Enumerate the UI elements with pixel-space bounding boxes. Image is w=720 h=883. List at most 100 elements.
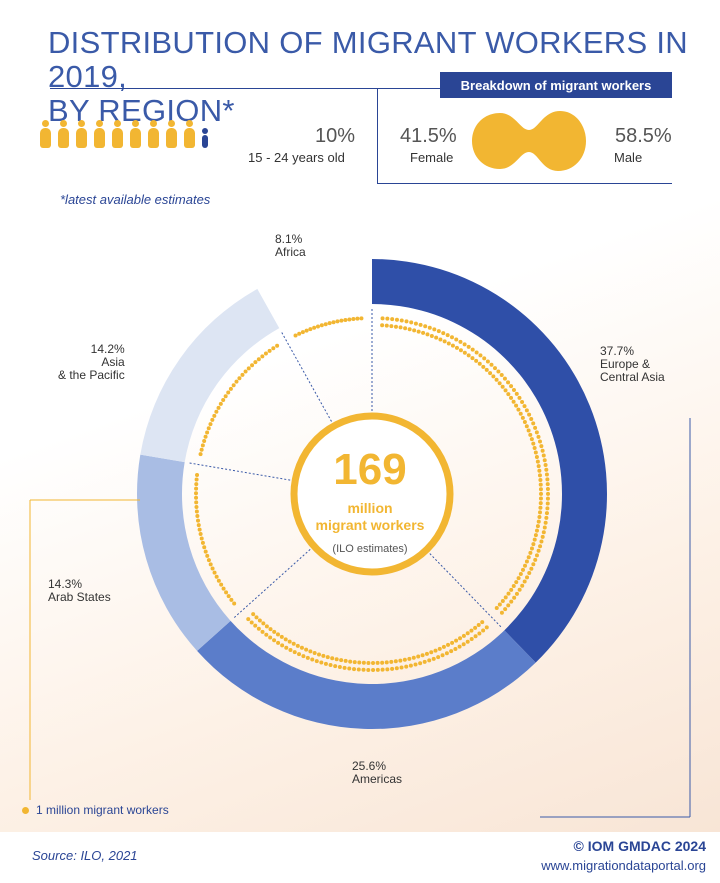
worker-dot (250, 363, 255, 368)
person-icon (94, 120, 105, 150)
worker-dot (538, 487, 543, 492)
worker-dot (437, 646, 442, 651)
worker-dot (529, 546, 534, 551)
worker-dot (371, 660, 376, 665)
worker-dot (449, 649, 454, 654)
worker-dot (347, 666, 352, 671)
worker-dot (196, 523, 201, 528)
worker-dot (531, 542, 536, 547)
person-icon (58, 120, 69, 150)
worker-dot (361, 667, 366, 672)
worker-dot (466, 353, 471, 358)
slice-label-line: Central Asia (600, 370, 665, 384)
worker-dot (522, 404, 527, 409)
worker-dot (527, 412, 532, 417)
slice-label: 8.1% Africa (275, 233, 306, 259)
worker-dot (517, 395, 522, 400)
worker-dot (293, 333, 298, 338)
worker-dot (347, 317, 352, 322)
slice-label-line: Asia (101, 355, 125, 369)
worker-dot (268, 627, 273, 632)
worker-dot (384, 660, 389, 665)
worker-dot (537, 473, 542, 478)
worker-dot (212, 413, 217, 418)
worker-dot (454, 638, 459, 643)
worker-dot (506, 603, 511, 608)
worker-dot (361, 660, 366, 665)
worker-dot (438, 337, 443, 342)
worker-dot (310, 657, 315, 662)
worker-dot (375, 660, 380, 665)
worker-dot (328, 663, 333, 668)
worker-dot (284, 645, 289, 650)
worker-dot (461, 633, 466, 638)
worker-dot (528, 432, 533, 437)
worker-dot (297, 652, 302, 657)
website-link[interactable]: www.migrationdataportal.org (541, 858, 706, 873)
worker-dot (231, 383, 236, 388)
worker-dot (540, 534, 545, 539)
worker-dot (359, 316, 364, 321)
worker-dot (323, 322, 328, 327)
worker-dot (356, 667, 361, 672)
slice-label-line: Americas (352, 772, 403, 786)
worker-dot (418, 661, 423, 666)
worker-dot (226, 390, 231, 395)
worker-dot (287, 639, 292, 644)
legend: 1 million migrant workers (22, 803, 169, 817)
worker-dot (441, 644, 446, 649)
worker-dot (544, 467, 549, 472)
worker-dot (536, 464, 541, 469)
slice-label-line: 14.2% (90, 342, 125, 356)
worker-dot (429, 650, 434, 655)
worker-dot (532, 537, 537, 542)
worker-dot (260, 354, 265, 359)
worker-dot (520, 415, 525, 420)
worker-dot (263, 351, 268, 356)
worker-dot (518, 572, 523, 577)
worker-dot (538, 501, 543, 506)
worker-dot (221, 586, 226, 591)
worker-dot (524, 559, 529, 564)
worker-dot (319, 323, 324, 328)
worker-dot (478, 353, 483, 358)
worker-dot (264, 632, 269, 637)
worker-dot (516, 576, 521, 581)
slice-divider (281, 332, 336, 429)
slice-label-line: 37.7% (600, 344, 635, 358)
worker-dot (526, 428, 531, 433)
worker-dot (534, 430, 539, 435)
worker-dot (509, 395, 514, 400)
worker-dot (339, 658, 344, 663)
worker-dot (503, 607, 508, 612)
worker-dot (509, 599, 514, 604)
worker-dot (246, 617, 251, 622)
worker-dot (514, 580, 519, 585)
worker-dot (295, 643, 300, 648)
center-note: (ILO estimates) (332, 543, 408, 555)
footer (0, 832, 720, 883)
female-percent: 41.5% (400, 125, 457, 147)
worker-dot (272, 638, 277, 643)
worker-dot (499, 610, 504, 615)
worker-dot (208, 562, 213, 567)
worker-dot (291, 641, 296, 646)
worker-dot (212, 570, 217, 575)
slice-label: 25.6% Americas (352, 760, 402, 786)
worker-dot (268, 635, 273, 640)
title-line-1: DISTRIBUTION OF MIGRANT WORKERS IN 2019, (48, 25, 688, 94)
worker-dot (275, 343, 280, 348)
worker-dot (297, 331, 302, 336)
worker-dot (194, 495, 199, 500)
worker-dot (229, 597, 234, 602)
person-icon (166, 120, 177, 150)
worker-dot (234, 379, 239, 384)
worker-dot (518, 411, 523, 416)
worker-dot (407, 327, 412, 332)
worker-dot (275, 632, 280, 637)
slice-label-line: 25.6% (352, 759, 387, 773)
worker-dot (330, 656, 335, 661)
worker-dot (538, 477, 543, 482)
worker-dot (538, 505, 543, 510)
worker-dot (436, 655, 441, 660)
